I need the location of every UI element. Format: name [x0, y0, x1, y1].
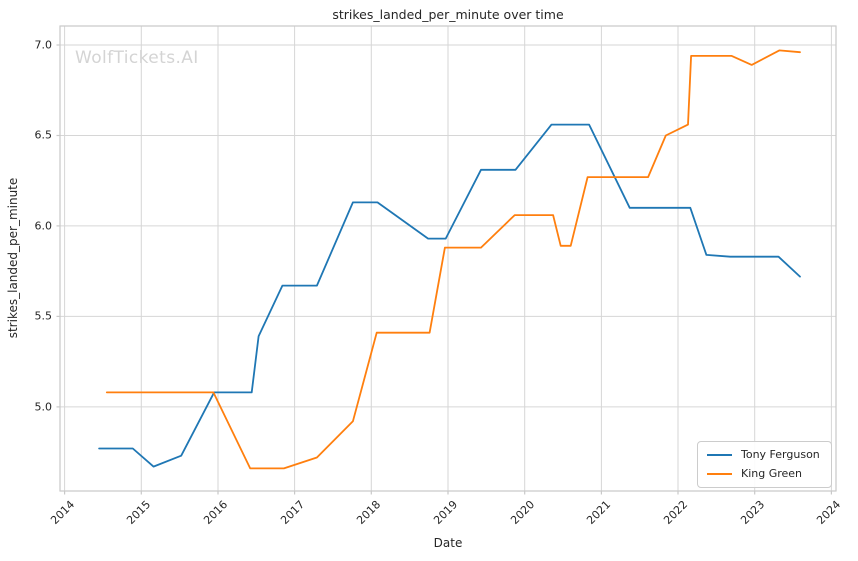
series-line-tony-ferguson: [98, 123, 801, 468]
y-tick-label: 6.5: [34, 128, 53, 142]
legend-item-king-green: King Green: [707, 467, 820, 480]
legend-label: Tony Ferguson: [741, 448, 820, 461]
y-tick-label: 6.0: [34, 219, 53, 233]
legend-label: King Green: [741, 467, 803, 480]
y-tick-label: 5.5: [34, 309, 53, 323]
legend: Tony Ferguson King Green: [697, 441, 832, 488]
watermark: WolfTickets.AI: [75, 48, 199, 68]
series-line-king-green: [105, 49, 801, 470]
legend-line-swatch-blue: [707, 453, 732, 456]
y-tick-label: 5.0: [34, 400, 53, 414]
x-axis-label: Date: [433, 536, 463, 550]
legend-item-tony-ferguson: Tony Ferguson: [707, 448, 820, 461]
y-axis-label: strikes_landed_per_minute: [6, 177, 20, 339]
legend-line-swatch-orange: [707, 472, 732, 475]
chart-title: strikes_landed_per_minute over time: [332, 7, 564, 22]
y-tick-label: 7.0: [34, 38, 53, 52]
